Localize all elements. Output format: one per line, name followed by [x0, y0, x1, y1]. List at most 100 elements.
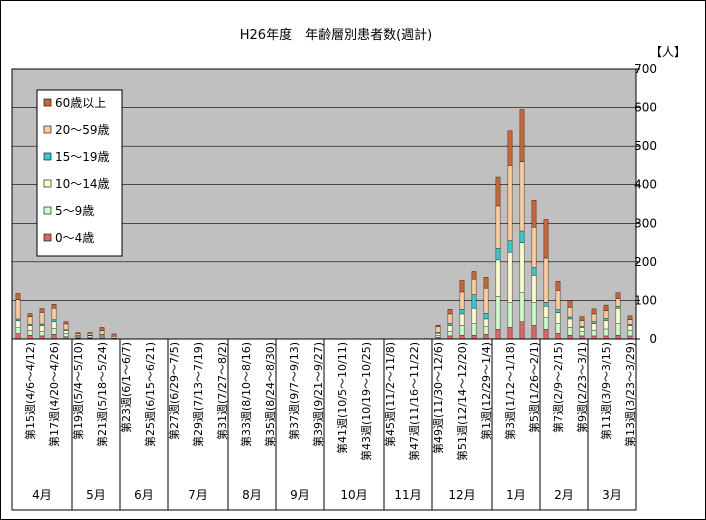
month-label: 3月 [602, 488, 622, 502]
month-label: 1月 [506, 488, 526, 502]
bar-segment [519, 109, 525, 162]
bar-segment [483, 277, 489, 289]
bar-segment [627, 319, 633, 325]
legend: 60歳以上 20～59歳 15～19歳 10～14歳 5～9歳 0～4歳 [36, 89, 123, 257]
month-label: 4月 [32, 488, 52, 502]
bar-segment [567, 300, 573, 308]
x-tick-label: 第45週(11/2～11/8) [383, 342, 397, 447]
bar-segment [483, 326, 489, 335]
bar-segment [435, 335, 441, 338]
legend-swatch [43, 179, 52, 188]
bar-segment [51, 304, 57, 309]
legend-swatch [43, 125, 52, 134]
bar-segment [447, 309, 453, 315]
bar-segment [555, 309, 561, 313]
bar-segment [459, 313, 465, 326]
month-labels: 4月 5月 6月 7月 8月 9月 10月 11月 12月 1月 2月 3月 [32, 339, 622, 510]
bar-segment [495, 259, 501, 297]
bar-segment [459, 280, 465, 293]
bar-segment [27, 325, 33, 331]
bar-segment [507, 302, 513, 328]
bar-segment [519, 292, 525, 322]
legend-label: 15～19歳 [55, 150, 110, 164]
bar-segment [111, 333, 117, 337]
y-tick-labels: 0 100 200 300 400 500 600 700 [634, 62, 657, 346]
chart-title: H26年度 年齢層別患者数(週計) [240, 27, 432, 43]
bar-segment [471, 307, 477, 324]
bar-segment [459, 309, 465, 315]
bar-segment [543, 219, 549, 259]
bar-segment [567, 316, 573, 320]
bar-segment [615, 307, 621, 324]
bar-segment [483, 287, 489, 314]
month-label: 10月 [340, 488, 367, 502]
bar-segment [531, 199, 537, 228]
bar-segment [615, 334, 621, 340]
bar-segment [471, 334, 477, 340]
bar-segment [15, 327, 21, 334]
x-tick-label: 第7週(2/9～2/15) [551, 342, 565, 433]
bar-segment [447, 331, 453, 337]
x-tick-label: 第49週(11/30～12/6) [431, 342, 445, 454]
month-label: 7月 [188, 488, 208, 502]
bar-segment [507, 165, 513, 241]
month-label: 9月 [290, 488, 310, 502]
bar-segment [63, 321, 69, 325]
bar-segment [543, 302, 549, 307]
bar-segment [507, 240, 513, 253]
bar-segment [627, 325, 633, 331]
bar-segment [51, 328, 57, 335]
bar-segment [471, 294, 477, 309]
x-tick-label: 第27週(6/29～7/5) [167, 342, 181, 440]
bar-segment [75, 332, 81, 334]
bar-segment [495, 296, 501, 330]
bar-segment [615, 323, 621, 336]
y-tick-label: 500 [634, 139, 657, 153]
legend-label: 10～14歳 [55, 177, 110, 191]
bar-segment [567, 327, 573, 336]
bar-segment [519, 321, 525, 340]
bar-segment [495, 248, 501, 261]
month-label: 5月 [86, 488, 106, 502]
x-tick-label: 第37週(9/7～9/13) [287, 342, 301, 440]
bar-segment [591, 323, 597, 331]
bar-segment [447, 313, 453, 324]
y-tick-label: 700 [634, 62, 657, 76]
x-tick-label: 第19週(5/4～5/10) [71, 342, 85, 440]
bar-segment [471, 279, 477, 295]
bar-segment [27, 330, 33, 336]
bar-segment [15, 299, 21, 320]
bar-segment [99, 327, 105, 331]
x-tick-label: 第41週(10/5～10/11) [335, 342, 349, 454]
x-tick-label: 第31週(7/27～8/2) [215, 342, 229, 440]
bar-segment [495, 329, 501, 340]
bar-segment [39, 331, 45, 337]
bar-segment [591, 321, 597, 324]
bar-segment [615, 292, 621, 299]
bar-segment [63, 333, 69, 337]
bar-segment [495, 205, 501, 249]
bar-segment [555, 323, 561, 334]
bar-segment [603, 310, 609, 319]
bar-segment [435, 324, 441, 327]
y-tick-label: 100 [634, 293, 657, 307]
bar-segment [531, 325, 537, 340]
bar-segment [543, 306, 549, 318]
x-tick-label: 第9週(2/23～3/1) [575, 342, 589, 433]
bar-segment [459, 291, 465, 310]
x-tick-label: 第11週(3/9～3/15) [599, 342, 613, 440]
bar-segment [603, 328, 609, 337]
bar-segment [435, 326, 441, 333]
bar-segment [543, 329, 549, 340]
bar-segment [63, 330, 69, 334]
bar-segment [567, 318, 573, 328]
bar-segment [39, 308, 45, 313]
bar-segment [495, 176, 501, 207]
legend-label: 60歳以上 [55, 96, 106, 110]
x-tick-label: 第17週(4/20～4/26) [47, 342, 61, 447]
bar-segment [63, 323, 69, 330]
bar-segment [459, 334, 465, 340]
bar-segment [579, 331, 585, 337]
x-tick-labels: 第15週(4/6～4/12) 第17週(4/20～4/26) 第19週(5/4～5/… [23, 342, 637, 461]
bar-segment [531, 267, 537, 276]
